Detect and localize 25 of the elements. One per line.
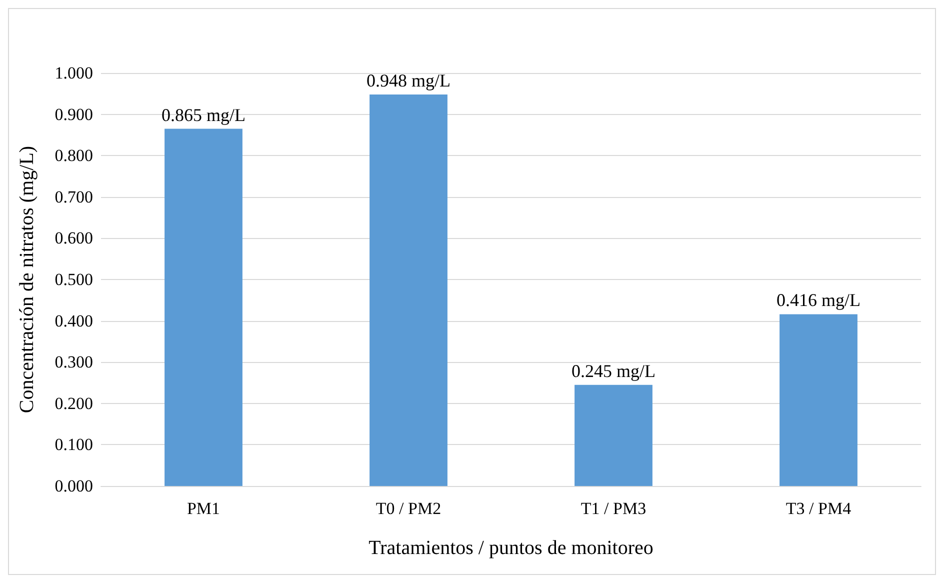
x-tick-label: PM1 <box>186 499 220 518</box>
bar <box>780 314 858 486</box>
y-tick-label: 0.500 <box>54 270 93 289</box>
y-tick-label: 0.900 <box>54 104 93 124</box>
x-tick-label: T3 / PM4 <box>786 499 852 518</box>
y-tick-label: 1.000 <box>54 64 93 82</box>
y-tick-label: 0.400 <box>54 311 93 330</box>
y-tick-label: 0.300 <box>54 352 93 372</box>
x-tick-label: T1 / PM3 <box>580 499 646 518</box>
y-tick-label: 0.800 <box>54 146 93 166</box>
y-tick-label: 0.100 <box>54 435 93 454</box>
data-label: 0.245 mg/L <box>572 360 656 381</box>
y-tick-label: 0.600 <box>54 228 93 248</box>
y-tick-label: 0.700 <box>54 187 93 206</box>
y-tick-label: 0.200 <box>54 394 93 413</box>
y-axis-title: Concentración de nitratos (mg/L) <box>16 146 38 414</box>
bar <box>370 94 448 486</box>
data-label: 0.948 mg/L <box>366 70 450 90</box>
bar <box>574 384 652 486</box>
bar <box>164 128 242 486</box>
x-tick-label: T0 / PM2 <box>376 499 442 518</box>
y-tick-label: 0.000 <box>54 476 93 496</box>
x-axis-title: Tratamientos / puntos de monitoreo <box>368 537 654 559</box>
data-label: 0.416 mg/L <box>776 290 860 310</box>
data-label: 0.865 mg/L <box>162 104 246 125</box>
